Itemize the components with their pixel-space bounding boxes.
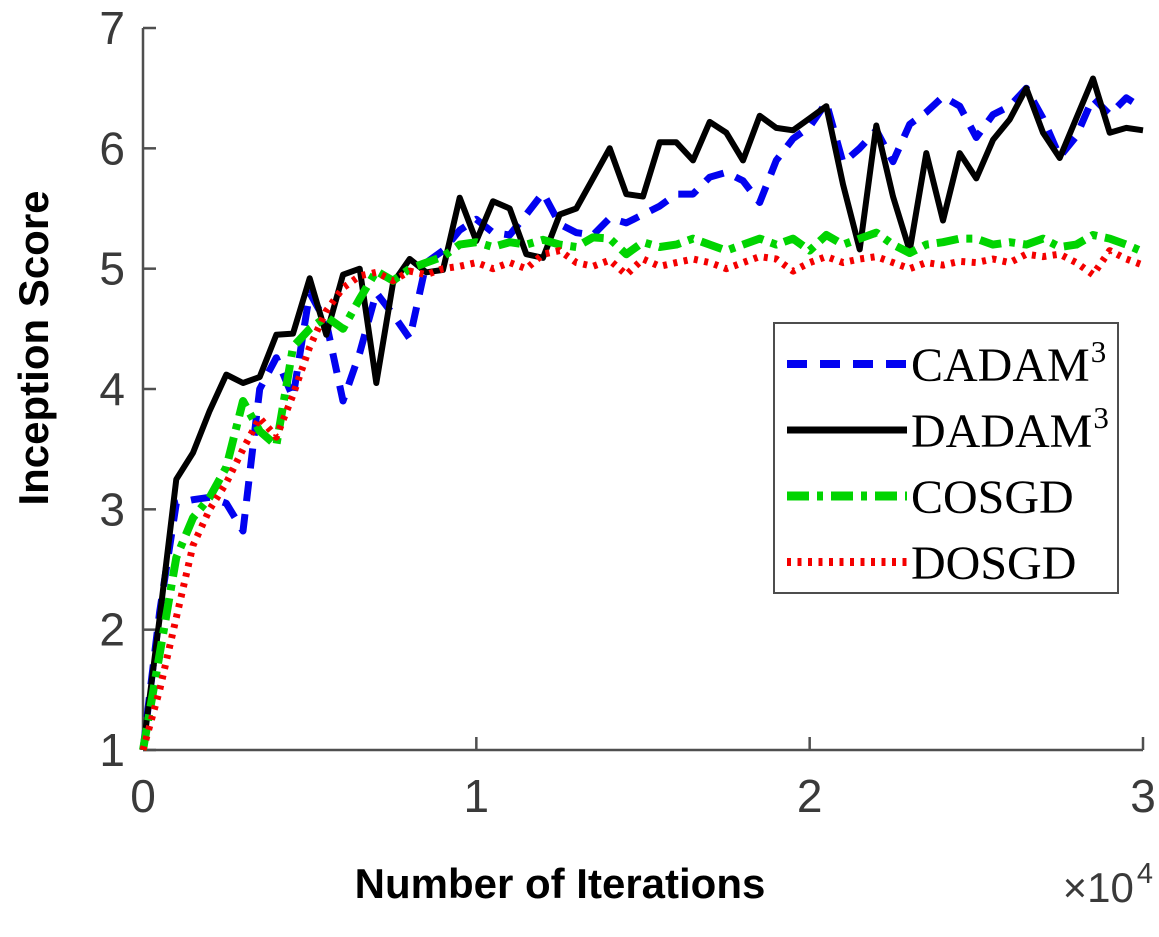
x-tick-label: 3 [1130, 770, 1156, 822]
y-tick-label: 6 [99, 122, 125, 174]
series-line-cadam3 [139, 84, 1145, 751]
legend-line-sample-dadam3 [787, 426, 907, 434]
x-tick-label: 0 [130, 770, 156, 822]
x-tick-label: 1 [464, 770, 490, 822]
series-line-cosgd [139, 228, 1145, 751]
offset-base: ×10 [1062, 864, 1134, 911]
offset-exponent: 4 [1136, 858, 1153, 890]
legend-line-sample-cosgd [787, 491, 907, 501]
legend-item-cosgd: COSGD [785, 463, 1117, 529]
series-line-dadam3 [140, 75, 1144, 751]
y-tick-label: 5 [99, 243, 125, 295]
legend-item-dosgd: DOSGD [785, 529, 1117, 595]
legend-label: CADAM3 [911, 334, 1107, 392]
legend-label: DOSGD [911, 537, 1077, 590]
x-axis-label: Number of Iterations [354, 860, 766, 907]
legend-line-sample-dosgd [787, 558, 907, 566]
legend-item-cadam3: CADAM3 [785, 331, 1117, 397]
y-tick-label: 2 [99, 604, 125, 656]
y-tick-label: 7 [99, 2, 125, 54]
y-tick-label: 1 [99, 724, 125, 776]
y-tick-label: 4 [99, 363, 125, 415]
legend-box: CADAM3 DADAM3 COSGD DOSGD [773, 322, 1119, 594]
x-axis-offset-label: ×10 4 [990, 858, 1153, 912]
legend-label: COSGD [911, 471, 1074, 524]
series-line-dosgd [139, 247, 1145, 751]
legend-label: DADAM3 [911, 400, 1109, 458]
legend-line-sample-cadam3 [787, 360, 907, 368]
y-tick-label: 3 [99, 483, 125, 535]
y-axis-label: Inception Score [10, 190, 57, 506]
legend-item-dadam3: DADAM3 [785, 397, 1117, 463]
x-tick-label: 2 [797, 770, 823, 822]
